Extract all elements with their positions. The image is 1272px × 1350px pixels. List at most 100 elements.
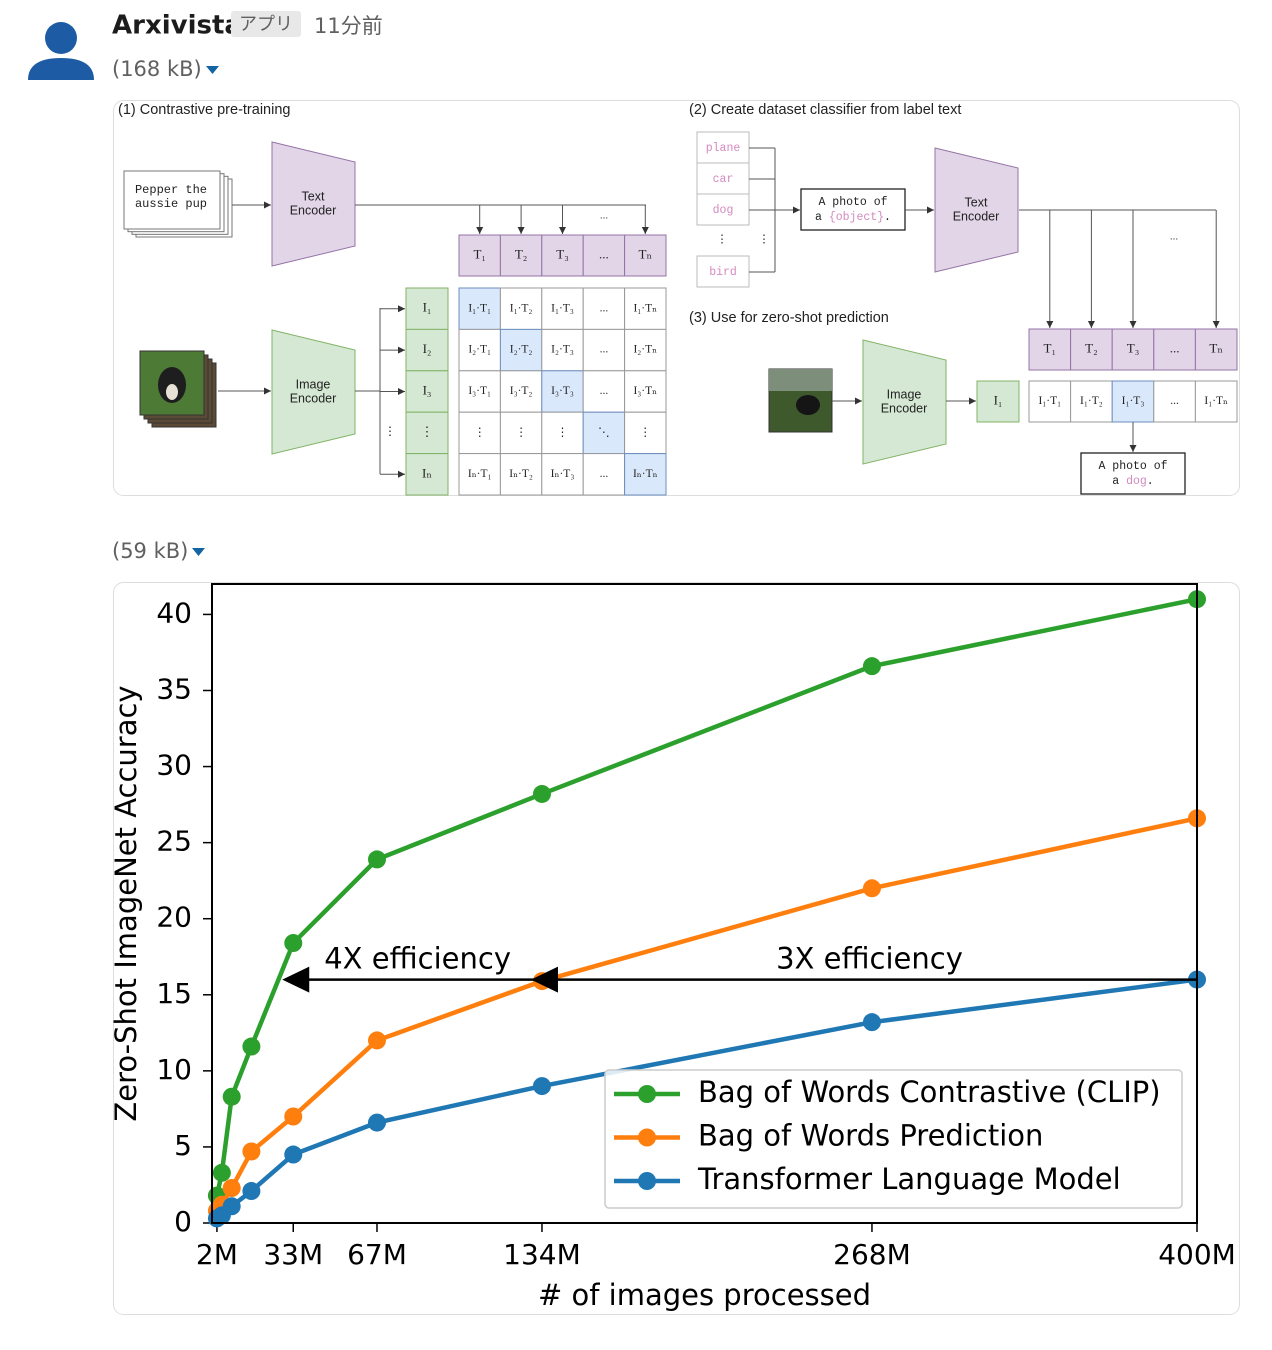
similarity: I₁·T₂ — [1080, 395, 1103, 407]
encoder — [271, 141, 356, 267]
data-point — [242, 1142, 261, 1161]
image-feature: I₂ — [423, 341, 432, 356]
arrow-head — [476, 227, 484, 234]
image-feature-cell — [405, 370, 449, 413]
data-point — [242, 1037, 261, 1056]
class-label: bird — [709, 266, 737, 279]
y-tick-label: 20 — [156, 901, 192, 934]
similarity: I₃·T₁ — [468, 385, 491, 397]
similarity: I₁·T₃ — [551, 302, 574, 314]
image-feature-cell — [405, 287, 449, 330]
avatar-head — [45, 22, 77, 54]
arrow-head — [927, 206, 934, 214]
similarity-cell — [1194, 380, 1238, 423]
arrow-head — [517, 227, 525, 234]
prompt-text: A photo of — [1098, 460, 1167, 473]
similarity-cell — [541, 411, 584, 455]
arrow-head — [969, 397, 976, 405]
similarity: ⋮ — [640, 427, 652, 439]
ellipsis: ⋮ — [384, 424, 396, 438]
similarity-cell — [499, 370, 543, 413]
arrow-head — [793, 206, 800, 214]
similarity-cell — [582, 287, 626, 330]
image-feature: I₃ — [423, 382, 432, 397]
arrow-head — [1129, 321, 1137, 328]
legend-label: Bag of Words Prediction — [698, 1119, 1043, 1153]
ellipsis: ⋮ — [759, 234, 770, 246]
similarity: ... — [1170, 395, 1179, 407]
similarity-cell — [499, 411, 543, 455]
y-tick-label: 0 — [174, 1205, 192, 1238]
prompt-text: a — [815, 211, 822, 224]
image-feature: I₁ — [423, 300, 432, 315]
dropdown-toggle[interactable] — [206, 66, 219, 74]
arrow-head — [398, 305, 405, 313]
data-point — [212, 1163, 231, 1182]
app-badge: アプリ — [239, 14, 293, 35]
similarity-cell — [624, 370, 667, 413]
similarity: Iₙ·T₂ — [509, 468, 533, 480]
arrow-head — [398, 388, 405, 395]
sender-name[interactable]: Arxivista — [112, 11, 242, 41]
similarity-cell — [1153, 380, 1196, 423]
badge-bg — [231, 11, 301, 37]
data-point — [284, 1107, 303, 1126]
text-feature-cell — [1111, 328, 1155, 371]
data-point — [367, 1113, 386, 1132]
text-feature-cell — [458, 234, 501, 277]
data-point — [367, 850, 386, 869]
similarity-cell — [499, 453, 543, 496]
annotation-head — [282, 966, 310, 993]
similarity: I₂·T₃ — [551, 344, 574, 356]
similarity: I₁·Tₙ — [1204, 395, 1228, 407]
legend-marker — [638, 1128, 656, 1147]
similarity: I₁·T₂ — [510, 302, 533, 314]
similarity: I₃·T₃ — [551, 385, 574, 397]
text-feature: T₂ — [1085, 340, 1097, 355]
similarity: Iₙ·T₃ — [551, 468, 575, 480]
similarity: ⋮ — [474, 427, 486, 439]
class-label: plane — [706, 142, 741, 155]
prompt-object: {object} — [829, 211, 884, 224]
dog-photo — [796, 395, 820, 415]
data-point — [532, 1077, 551, 1096]
data-point — [862, 657, 881, 676]
label-cell — [696, 193, 750, 226]
data-point — [284, 1145, 303, 1164]
arrow-head — [1129, 445, 1137, 452]
image-feature: Iₙ — [422, 465, 432, 480]
encoder-label: Encoder — [290, 203, 337, 217]
text-feature-cell — [624, 234, 667, 277]
prompt-text: . — [1147, 475, 1154, 488]
x-tick-label: 33M — [263, 1238, 323, 1271]
similarity-cell — [541, 370, 584, 413]
similarity: I₂·T₂ — [510, 344, 533, 356]
similarity: I₃·T₂ — [510, 385, 533, 397]
y-tick-label: 15 — [156, 977, 192, 1010]
arrow-head — [1046, 321, 1054, 328]
arrow-head — [264, 201, 271, 209]
similarity: I₂·T₁ — [468, 344, 491, 356]
y-tick-label: 5 — [174, 1129, 192, 1162]
caption-card — [123, 170, 221, 230]
x-tick-label: 400M — [1158, 1238, 1236, 1271]
class-label: car — [713, 173, 734, 186]
dropdown-toggle[interactable] — [192, 548, 205, 556]
data-point — [284, 934, 303, 953]
step-title: (3) Use for zero-shot prediction — [689, 310, 889, 326]
data-point — [242, 1182, 261, 1201]
timestamp[interactable]: 11分前 — [314, 14, 383, 38]
encoder — [271, 329, 356, 455]
arrow-head — [559, 227, 566, 234]
similarity-cell — [624, 453, 667, 496]
annotation-head — [530, 966, 558, 993]
similarity: ⋮ — [515, 427, 527, 439]
data-point — [862, 879, 881, 898]
y-tick-label: 40 — [156, 596, 192, 629]
caption-line: Pepper the — [135, 183, 207, 197]
step-title: (2) Create dataset classifier from label… — [689, 102, 961, 118]
text-feature: ... — [599, 246, 609, 261]
caption-line: aussie pup — [135, 197, 207, 211]
similarity-cell — [541, 287, 584, 330]
